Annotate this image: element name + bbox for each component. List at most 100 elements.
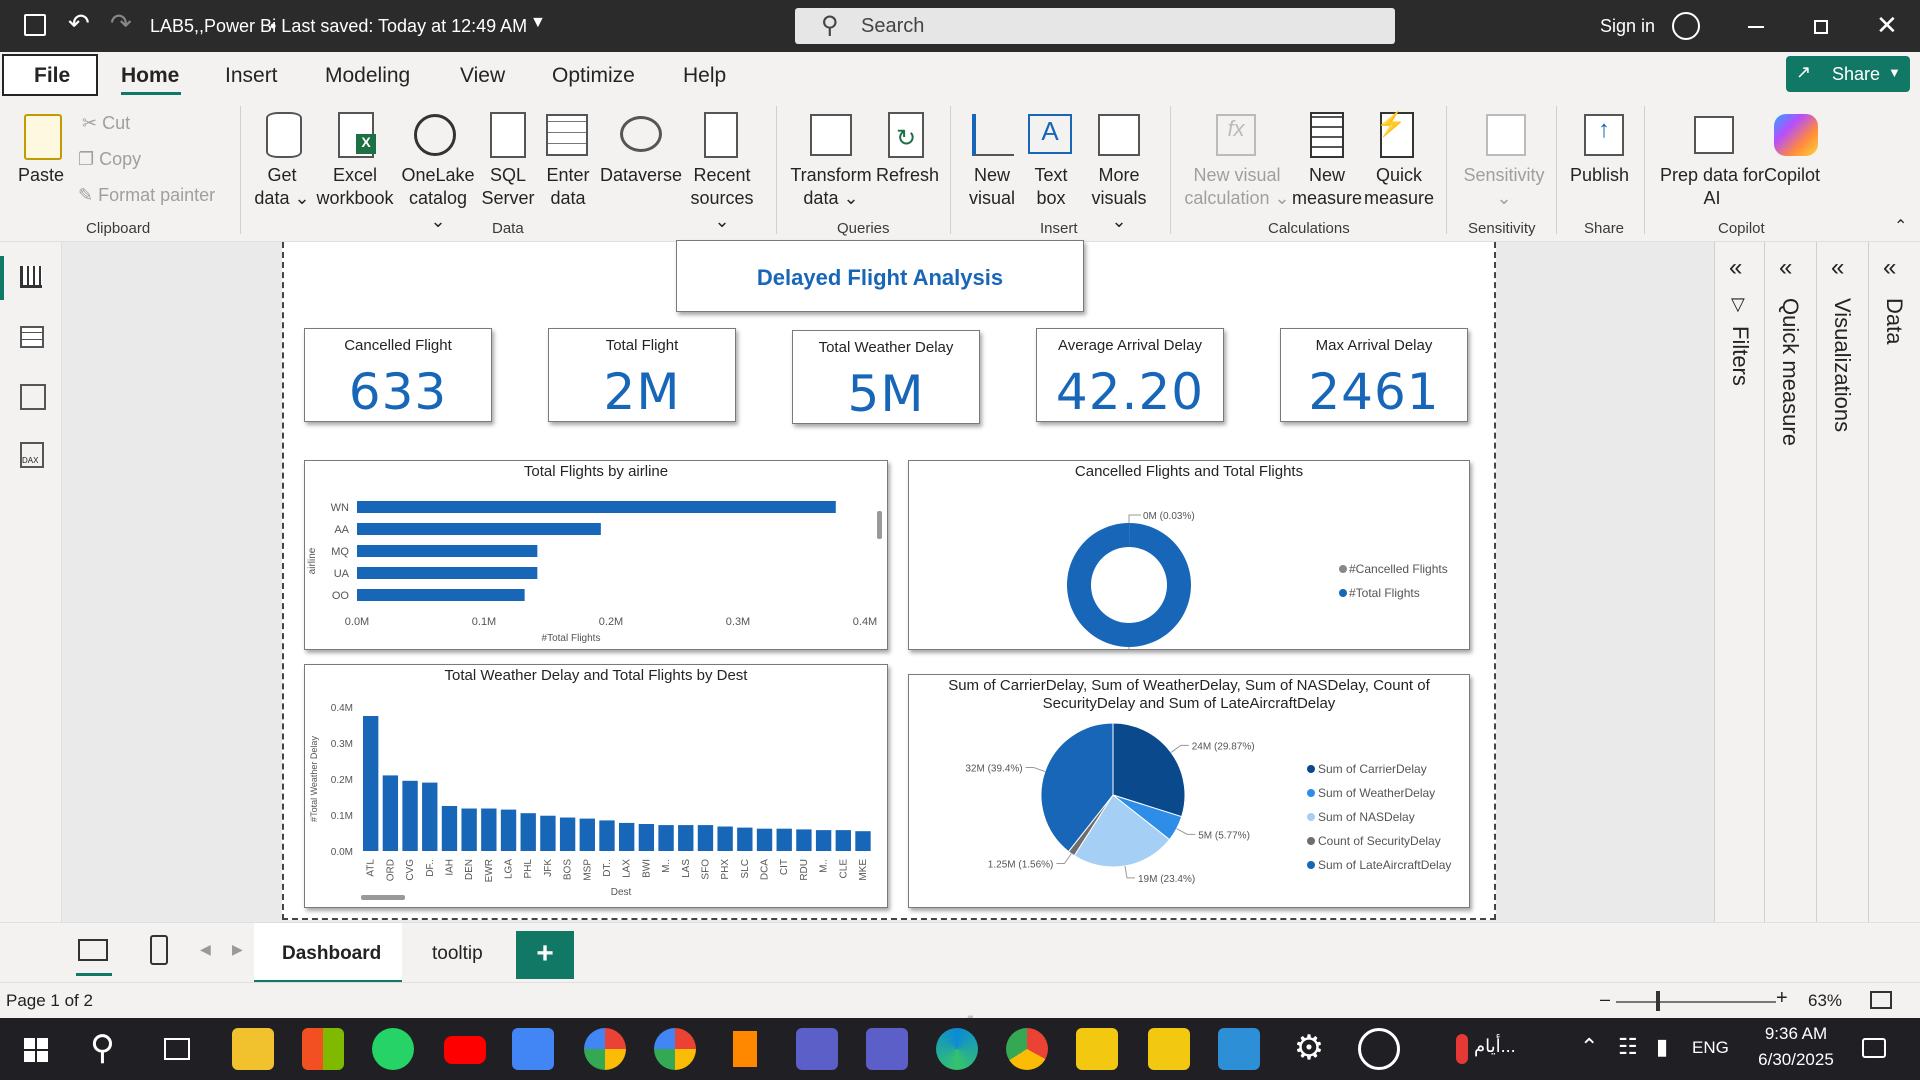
chart-weather-delay-by-dest[interactable]: Total Weather Delay and Total Flights by… (304, 664, 888, 908)
avatar[interactable] (1672, 12, 1700, 40)
power-bi-icon[interactable] (1076, 1028, 1118, 1070)
teams-icon[interactable] (796, 1028, 838, 1070)
tab-optimize[interactable]: Optimize (552, 64, 635, 87)
zoom-slider-thumb[interactable] (1656, 991, 1660, 1011)
transform-data-button[interactable]: Transform data ⌄ (790, 165, 872, 208)
more-visuals-button[interactable]: More visuals ⌄ (1091, 165, 1147, 231)
windows-start-icon[interactable] (24, 1038, 48, 1062)
google-icon[interactable] (584, 1028, 626, 1070)
page-tab-tooltip[interactable]: tooltip (404, 923, 514, 983)
kpi-card-average-arrival-delay[interactable]: Average Arrival Delay 42.20 (1036, 328, 1224, 422)
filters-pane[interactable]: « ▽ Filters (1714, 242, 1764, 982)
chevrons-left-icon[interactable]: « (1779, 254, 1793, 281)
fit-to-page-icon[interactable] (1870, 991, 1892, 1009)
page-tab-dashboard[interactable]: Dashboard (254, 923, 402, 983)
recent-sources-button[interactable]: Recent sources ⌄ (690, 165, 754, 231)
clock-time[interactable]: 9:36 AM (1764, 1024, 1828, 1043)
tab-file-label[interactable]: File (34, 64, 71, 87)
file-explorer-icon[interactable] (232, 1028, 274, 1070)
search-input[interactable]: ⚲ Search (795, 8, 1395, 44)
copy-button[interactable]: ❐ Copy (78, 148, 141, 171)
chevron-down-icon[interactable]: ▼ (530, 14, 546, 31)
prep-data-for-ai-button[interactable]: Prep data for AI (1656, 164, 1768, 210)
table-view-icon[interactable] (20, 326, 44, 348)
model-view-icon[interactable] (20, 384, 46, 410)
clock-date[interactable]: 6/30/2025 (1758, 1050, 1834, 1069)
refresh-button[interactable]: Refresh (876, 165, 940, 185)
save-icon[interactable] (24, 14, 46, 36)
report-view-icon[interactable] (20, 266, 42, 288)
visualizations-pane[interactable]: « Visualizations (1816, 242, 1868, 982)
add-page-button[interactable]: + (516, 931, 574, 979)
kpi-card-total-weather-delay[interactable]: Total Weather Delay 5M (792, 330, 980, 424)
settings-icon[interactable]: ⚙ (1293, 1029, 1325, 1067)
tab-view[interactable]: View (460, 64, 506, 87)
vlc-icon[interactable] (724, 1028, 766, 1070)
copilot-button[interactable]: Copilot (1764, 165, 1821, 185)
microsoft-store-icon[interactable] (302, 1028, 344, 1070)
tray-chevron-icon[interactable]: ⌃ (1580, 1034, 1599, 1059)
minimize-icon[interactable] (1748, 26, 1764, 28)
google-translate-icon[interactable] (512, 1028, 554, 1070)
redo-icon[interactable]: ↷ (110, 8, 132, 38)
edge-icon[interactable] (936, 1028, 978, 1070)
quick-measure-button[interactable]: Quick measure (1362, 164, 1436, 210)
onelake-catalog-button[interactable]: OneLake catalog ⌄ (401, 165, 475, 231)
quick-measure-pane[interactable]: « Quick measure (1764, 242, 1816, 982)
chevrons-left-icon[interactable]: « (1729, 254, 1743, 281)
remote-desktop-icon[interactable] (1218, 1028, 1260, 1070)
close-icon[interactable]: ✕ (1876, 10, 1898, 40)
chevrons-left-icon[interactable]: « (1883, 254, 1897, 281)
tab-file[interactable] (2, 54, 98, 96)
text-box-button[interactable]: Text box (1026, 164, 1076, 210)
whatsapp-icon[interactable] (372, 1028, 414, 1070)
notification-icon[interactable] (1862, 1038, 1886, 1058)
kpi-card-max-arrival-delay[interactable]: Max Arrival Delay 2461 (1280, 328, 1468, 422)
dataverse-button[interactable]: Dataverse (600, 165, 683, 185)
share-button[interactable]: ↗ Share ▼ (1786, 56, 1910, 92)
youtube-icon[interactable] (444, 1036, 486, 1064)
mobile-layout-icon[interactable] (150, 935, 168, 965)
tab-insert[interactable]: Insert (225, 64, 278, 87)
desktop-layout-icon[interactable] (78, 939, 108, 961)
tab-help[interactable]: Help (683, 64, 727, 87)
paste-button[interactable]: Paste (18, 165, 65, 185)
sign-in-link[interactable]: Sign in (1600, 16, 1656, 36)
task-view-icon[interactable] (164, 1038, 190, 1060)
language-indicator[interactable]: ENG (1692, 1038, 1729, 1057)
power-bi-rs-icon[interactable] (1148, 1028, 1190, 1070)
restore-icon[interactable] (1814, 20, 1828, 34)
new-visual-calculation-button[interactable]: New visual calculation ⌄ (1184, 165, 1290, 208)
sensitivity-button[interactable]: Sensitivity ⌄ (1463, 165, 1545, 208)
teams-icon[interactable] (866, 1028, 908, 1070)
kpi-card-cancelled-flight[interactable]: Cancelled Flight 633 (304, 328, 492, 422)
chevrons-left-icon[interactable]: « (1831, 254, 1845, 281)
chart-total-flights-by-airline[interactable]: Total Flights by airline airline WN AA MQ UA… (304, 460, 888, 650)
wifi-icon[interactable]: ☷ (1618, 1034, 1638, 1059)
chart-cancelled-and-total-flights[interactable]: Cancelled Flights and Total Flights 0M (… (908, 460, 1470, 650)
zoom-in-button[interactable]: + (1776, 987, 1788, 1009)
kpi-card-total-flight[interactable]: Total Flight 2M (548, 328, 736, 422)
enter-data-button[interactable]: Enter data (540, 164, 596, 210)
search-icon[interactable]: ⚲ (90, 1029, 115, 1067)
scroll-right-icon[interactable]: ▶ (232, 941, 243, 957)
google-icon[interactable] (654, 1028, 696, 1070)
collapse-ribbon-icon[interactable]: ⌃ (1894, 218, 1908, 235)
report-title-box[interactable]: Delayed Flight Analysis (676, 240, 1084, 312)
zoom-out-button[interactable]: – (1600, 989, 1611, 1009)
excel-workbook-button[interactable]: Excel workbook (314, 164, 396, 210)
new-visual-button[interactable]: New visual (964, 164, 1020, 210)
zoom-slider[interactable] (1616, 1001, 1776, 1003)
undo-icon[interactable]: ↶ (68, 8, 90, 38)
format-painter-button[interactable]: ✎ Format painter (78, 184, 215, 207)
tab-home[interactable]: Home (121, 64, 180, 87)
publish-button[interactable]: Publish (1570, 165, 1630, 185)
new-measure-button[interactable]: New measure (1290, 164, 1364, 210)
chart-delay-breakdown[interactable]: Sum of CarrierDelay, Sum of WeatherDelay… (908, 674, 1470, 908)
dax-query-view-icon[interactable]: DAX (20, 442, 44, 468)
data-pane[interactable]: « Data (1868, 242, 1920, 982)
photos-icon[interactable] (1358, 1028, 1400, 1070)
battery-icon[interactable]: ▮ (1656, 1034, 1669, 1059)
scroll-left-icon[interactable]: ◀ (200, 941, 211, 957)
chrome-icon[interactable] (1006, 1028, 1048, 1070)
